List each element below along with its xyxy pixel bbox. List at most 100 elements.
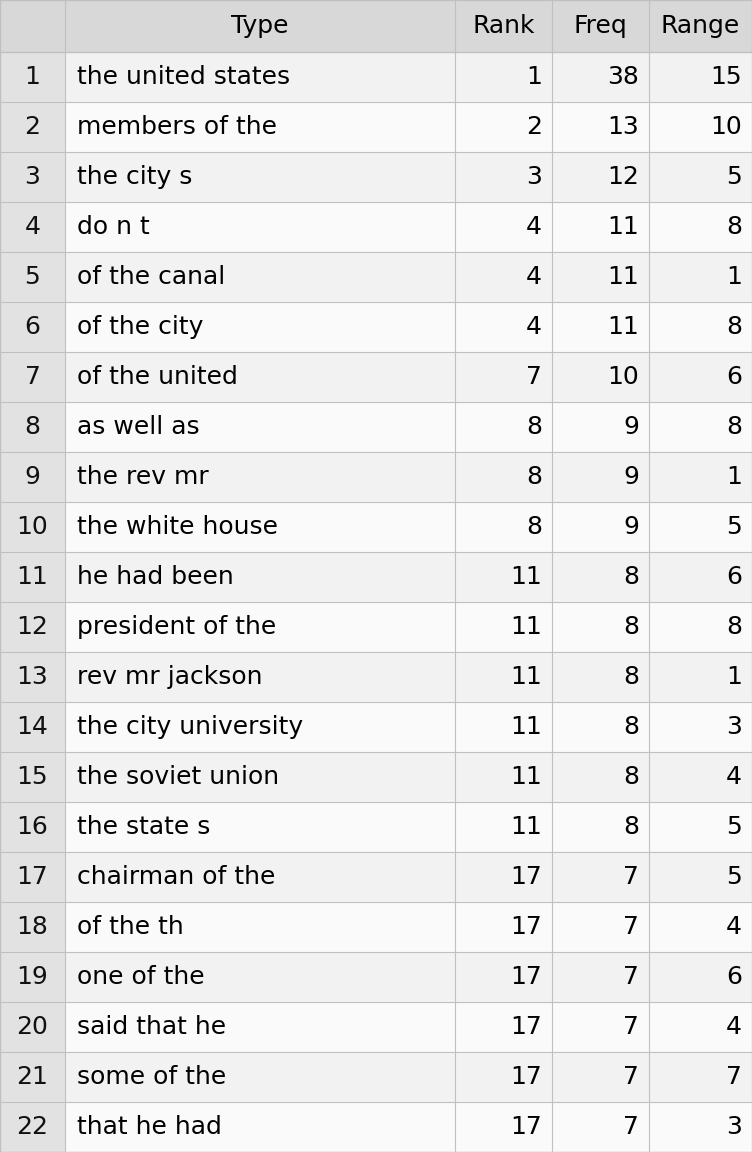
Text: 13: 13: [17, 665, 48, 689]
Text: he had been: he had been: [77, 564, 234, 589]
Text: 6: 6: [25, 314, 41, 339]
Bar: [65, 1052, 752, 1102]
Text: 6: 6: [726, 965, 742, 990]
Text: 7: 7: [623, 1115, 639, 1139]
Text: 3: 3: [726, 715, 742, 738]
Text: 9: 9: [25, 465, 41, 488]
Text: 8: 8: [623, 715, 639, 738]
Text: 11: 11: [511, 665, 542, 689]
Text: 3: 3: [726, 1115, 742, 1139]
Text: 10: 10: [17, 515, 48, 539]
Text: 1: 1: [25, 65, 41, 89]
Bar: [65, 52, 752, 103]
Text: the united states: the united states: [77, 65, 290, 89]
Text: one of the: one of the: [77, 965, 205, 990]
Bar: [65, 902, 752, 952]
Text: 2: 2: [526, 115, 542, 139]
Text: the city s: the city s: [77, 165, 193, 189]
Bar: [65, 602, 752, 652]
Bar: [0, 552, 65, 602]
Text: 6: 6: [726, 365, 742, 389]
Text: 17: 17: [511, 965, 542, 990]
Text: 7: 7: [623, 1015, 639, 1039]
Text: of the united: of the united: [77, 365, 238, 389]
Bar: [0, 452, 65, 502]
Text: Freq: Freq: [574, 14, 627, 38]
Text: 7: 7: [623, 1064, 639, 1089]
Text: 10: 10: [710, 115, 742, 139]
Text: 11: 11: [608, 265, 639, 289]
Bar: [65, 152, 752, 202]
Text: 17: 17: [511, 915, 542, 939]
Text: 7: 7: [623, 915, 639, 939]
Text: 15: 15: [17, 765, 48, 789]
Text: 11: 11: [511, 564, 542, 589]
Text: 17: 17: [511, 1115, 542, 1139]
Text: 4: 4: [726, 765, 742, 789]
Bar: [65, 202, 752, 252]
Text: 7: 7: [623, 865, 639, 889]
Text: 9: 9: [623, 415, 639, 439]
Text: Type: Type: [232, 14, 289, 38]
Bar: [65, 652, 752, 702]
Bar: [65, 1002, 752, 1052]
Bar: [0, 702, 65, 752]
Bar: [65, 952, 752, 1002]
Text: 11: 11: [17, 564, 48, 589]
Bar: [0, 602, 65, 652]
Bar: [0, 852, 65, 902]
Bar: [65, 353, 752, 402]
Bar: [0, 152, 65, 202]
Text: 11: 11: [511, 715, 542, 738]
Text: 7: 7: [25, 365, 41, 389]
Text: 8: 8: [726, 615, 742, 639]
Text: 8: 8: [623, 564, 639, 589]
Text: the soviet union: the soviet union: [77, 765, 279, 789]
Text: 18: 18: [17, 915, 48, 939]
Bar: [65, 452, 752, 502]
Text: the state s: the state s: [77, 814, 211, 839]
Bar: [0, 353, 65, 402]
Text: 2: 2: [25, 115, 41, 139]
Text: 1: 1: [726, 265, 742, 289]
Bar: [65, 552, 752, 602]
Text: 12: 12: [607, 165, 639, 189]
Text: 5: 5: [25, 265, 41, 289]
Text: 8: 8: [726, 314, 742, 339]
Text: 8: 8: [623, 615, 639, 639]
Text: 19: 19: [17, 965, 48, 990]
Text: 13: 13: [608, 115, 639, 139]
Text: chairman of the: chairman of the: [77, 865, 275, 889]
Text: the rev mr: the rev mr: [77, 465, 209, 488]
Bar: [0, 652, 65, 702]
Text: 14: 14: [17, 715, 48, 738]
Text: 22: 22: [17, 1115, 48, 1139]
Text: 15: 15: [711, 65, 742, 89]
Text: Rank: Rank: [472, 14, 535, 38]
Bar: [0, 802, 65, 852]
Bar: [0, 902, 65, 952]
Text: 8: 8: [726, 215, 742, 238]
Text: 7: 7: [526, 365, 542, 389]
Text: 5: 5: [726, 515, 742, 539]
Text: 4: 4: [526, 265, 542, 289]
Text: that he had: that he had: [77, 1115, 222, 1139]
Bar: [65, 302, 752, 353]
Bar: [65, 502, 752, 552]
Text: president of the: president of the: [77, 615, 276, 639]
Text: 8: 8: [526, 515, 542, 539]
Text: 8: 8: [623, 765, 639, 789]
Text: 8: 8: [25, 415, 41, 439]
Text: 11: 11: [608, 215, 639, 238]
Bar: [0, 752, 65, 802]
Text: 11: 11: [511, 615, 542, 639]
Bar: [65, 852, 752, 902]
Text: 11: 11: [608, 314, 639, 339]
Text: 21: 21: [17, 1064, 48, 1089]
Text: 7: 7: [726, 1064, 742, 1089]
Text: 17: 17: [17, 865, 48, 889]
Text: 4: 4: [526, 314, 542, 339]
Text: some of the: some of the: [77, 1064, 226, 1089]
Text: the city university: the city university: [77, 715, 303, 738]
Bar: [0, 1052, 65, 1102]
